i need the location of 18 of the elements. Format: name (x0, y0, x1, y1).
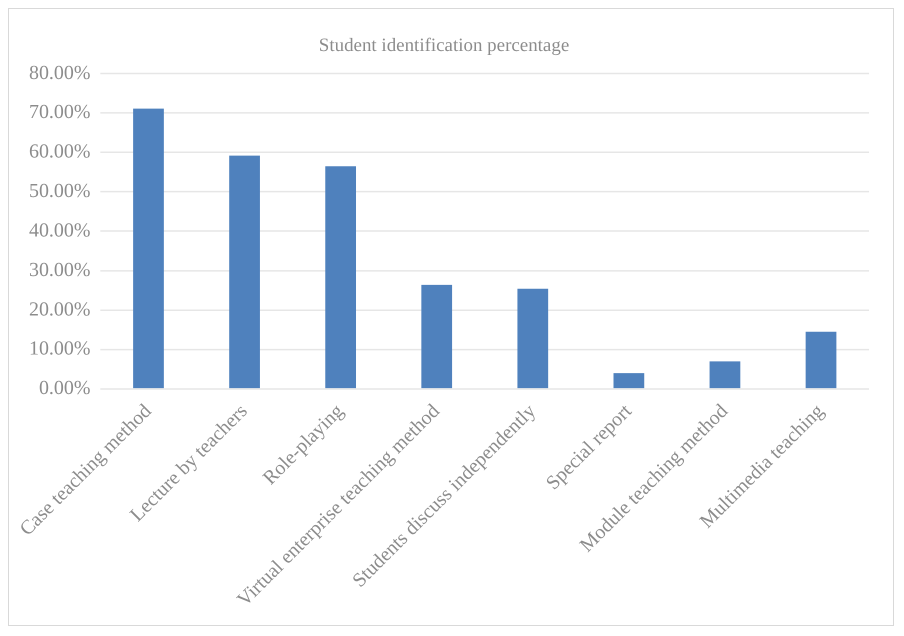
y-tick-label: 80.00% (28, 62, 90, 84)
y-tick-label: 70.00% (28, 101, 90, 124)
bar (806, 332, 836, 388)
y-tick-label: 10.00% (28, 338, 90, 360)
chart-title: Student identification percentage (318, 35, 570, 56)
bar (133, 108, 164, 388)
y-tick-label: 0.00% (38, 377, 90, 400)
y-tick-label: 60.00% (28, 140, 90, 163)
bar (229, 156, 260, 388)
bar (710, 361, 740, 388)
y-tick-label: 20.00% (28, 298, 90, 320)
bar (517, 288, 548, 388)
y-tick-label: 30.00% (28, 258, 90, 281)
bar (613, 373, 644, 388)
y-tick-label: 50.00% (28, 180, 90, 202)
bar (325, 166, 356, 388)
y-tick-label: 40.00% (28, 219, 90, 242)
bar (421, 284, 452, 388)
